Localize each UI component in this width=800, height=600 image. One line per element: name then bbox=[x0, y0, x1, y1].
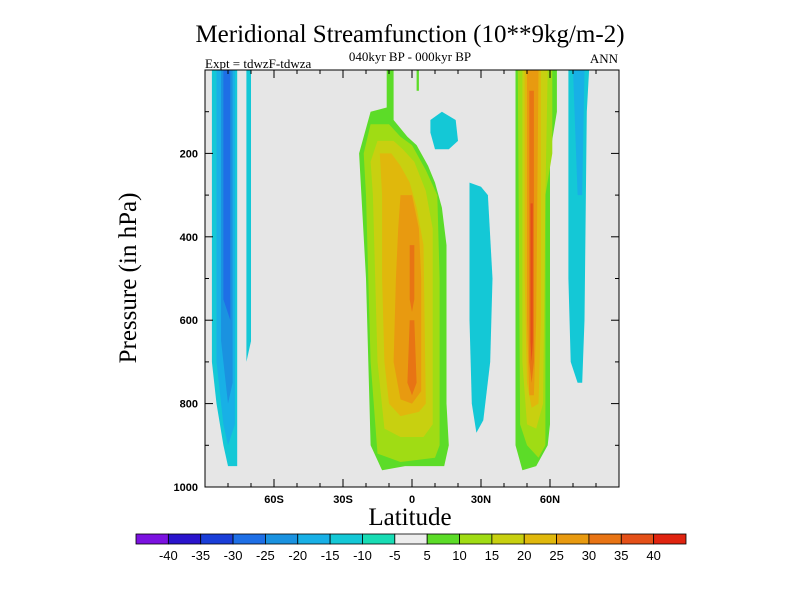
x-axis-title: Latitude bbox=[368, 504, 451, 531]
colorbar-label: -25 bbox=[256, 548, 275, 563]
contour-fills bbox=[211, 70, 590, 471]
x-tick-label: 30S bbox=[333, 494, 353, 506]
season-label: ANN bbox=[590, 51, 619, 66]
y-tick-label: 200 bbox=[180, 148, 198, 160]
x-tick-label: 30N bbox=[471, 494, 491, 506]
colorbar-label: -40 bbox=[159, 548, 178, 563]
colorbar-label: -30 bbox=[224, 548, 243, 563]
colorbar-swatch bbox=[297, 533, 331, 545]
contour-region-12 bbox=[407, 320, 417, 396]
contour-region-4 bbox=[246, 70, 251, 362]
colorbar-label: 10 bbox=[452, 548, 466, 563]
y-tick-label: 400 bbox=[180, 232, 198, 244]
colorbar-swatch bbox=[523, 533, 557, 545]
colorbar-swatch bbox=[491, 533, 525, 545]
colorbar-label: 40 bbox=[646, 548, 660, 563]
contour-region-6 bbox=[416, 70, 419, 91]
colorbar-swatch bbox=[588, 533, 622, 545]
y-axis-title: Pressure (in hPa) bbox=[115, 193, 142, 364]
colorbar-swatch bbox=[329, 533, 363, 545]
colorbar-swatch bbox=[232, 533, 266, 545]
contour-region-23 bbox=[573, 70, 585, 196]
colorbar-label: 25 bbox=[549, 548, 563, 563]
contour-region-3 bbox=[223, 70, 231, 321]
contour-region-13 bbox=[430, 111, 458, 150]
colorbar-swatch bbox=[200, 533, 234, 545]
colorbar-label: -35 bbox=[191, 548, 210, 563]
plot-area: 60S 30S 0 30N 60N 200 400 600 800 1000 bbox=[174, 69, 620, 506]
y-axis-ticks: 200 400 600 800 1000 bbox=[174, 111, 619, 494]
x-axis-ticks: 60S 30S 0 30N 60N bbox=[227, 70, 597, 506]
colorbar-swatch bbox=[556, 533, 590, 545]
x-tick-label: 60S bbox=[264, 494, 284, 506]
colorbar-label: 30 bbox=[582, 548, 596, 563]
colorbar-swatch bbox=[620, 533, 655, 545]
colorbar-swatch bbox=[394, 533, 428, 545]
colorbar-swatch bbox=[426, 533, 460, 545]
colorbar-label: -20 bbox=[288, 548, 307, 563]
colorbar-swatch bbox=[265, 533, 299, 545]
y-tick-label: 600 bbox=[180, 315, 198, 327]
contour-region-21 bbox=[530, 203, 533, 362]
colorbar: -40 -35 -30 -25 -20 -15 -10 -5 5 10 15 20 25 30 35 40 bbox=[135, 533, 687, 563]
colorbar-label: 20 bbox=[517, 548, 531, 563]
contour-region-22 bbox=[568, 70, 590, 383]
chart-subtitle: 040kyr BP - 000kyr BP bbox=[349, 49, 471, 64]
contour-region-11 bbox=[409, 245, 415, 312]
contour-region-14 bbox=[469, 182, 493, 433]
colorbar-label: -15 bbox=[321, 548, 340, 563]
colorbar-label: 5 bbox=[424, 548, 431, 563]
colorbar-swatch bbox=[362, 533, 396, 545]
x-tick-label: 0 bbox=[409, 494, 415, 506]
colorbar-swatch bbox=[135, 533, 169, 545]
colorbar-label: 15 bbox=[485, 548, 499, 563]
colorbar-label: -5 bbox=[389, 548, 401, 563]
y-tick-label: 1000 bbox=[174, 482, 198, 494]
x-tick-label: 60N bbox=[540, 494, 560, 506]
experiment-label: Expt = tdwzF-tdwza bbox=[205, 56, 311, 71]
y-tick-label: 800 bbox=[180, 399, 198, 411]
colorbar-label: -10 bbox=[353, 548, 372, 563]
chart-title: Meridional Streamfunction (10**9kg/m-2) bbox=[195, 21, 624, 48]
colorbar-label: 35 bbox=[614, 548, 628, 563]
colorbar-swatch bbox=[167, 533, 202, 545]
colorbar-swatch bbox=[459, 533, 493, 545]
colorbar-swatch bbox=[653, 533, 687, 545]
